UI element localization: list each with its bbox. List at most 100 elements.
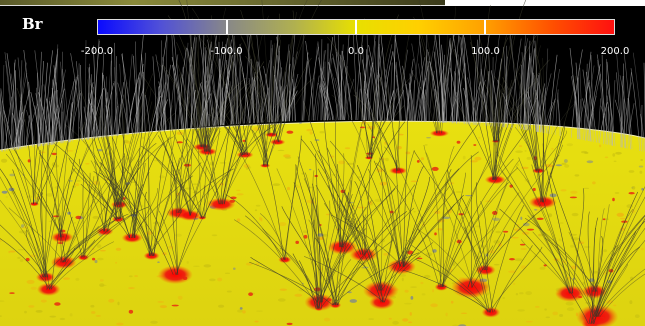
field-line-sky bbox=[93, 39, 100, 139]
field-line bbox=[483, 154, 560, 271]
field-line bbox=[189, 174, 227, 216]
field-line bbox=[49, 244, 84, 290]
field-line-sky bbox=[497, 80, 503, 128]
magnetic-fleck bbox=[52, 215, 60, 218]
field-line bbox=[44, 167, 76, 278]
field-line-sky bbox=[362, 59, 371, 121]
field-line-sky bbox=[46, 98, 51, 145]
field-line bbox=[337, 184, 416, 306]
field-line bbox=[153, 149, 190, 256]
field-line bbox=[80, 183, 130, 238]
field-line bbox=[264, 43, 276, 166]
field-line-sky bbox=[360, 72, 364, 121]
surface-mottle bbox=[628, 170, 635, 173]
field-line bbox=[175, 157, 180, 275]
field-line-sky bbox=[114, 67, 117, 137]
field-line-sky bbox=[25, 103, 38, 149]
field-line bbox=[329, 140, 405, 267]
field-line bbox=[442, 169, 452, 288]
surface-mottle bbox=[298, 288, 305, 292]
field-line-sky bbox=[203, 41, 212, 127]
field-line-sky bbox=[478, 90, 488, 126]
surface-mottle bbox=[640, 247, 644, 251]
field-line bbox=[518, 157, 573, 294]
surface-mottle bbox=[559, 314, 564, 317]
field-line-sky bbox=[283, 71, 286, 122]
field-line bbox=[357, 260, 381, 303]
magnetic-fleck bbox=[229, 199, 235, 203]
surface-mottle bbox=[236, 193, 244, 196]
field-line-sky bbox=[183, 42, 189, 129]
field-line-sky bbox=[330, 69, 343, 121]
surface-mottle bbox=[242, 310, 246, 314]
magnetic-spot bbox=[484, 175, 506, 185]
surface-mottle bbox=[99, 279, 104, 282]
field-line-sky bbox=[438, 33, 444, 123]
surface-mottle bbox=[245, 167, 249, 170]
field-line bbox=[536, 54, 544, 203]
field-line bbox=[107, 153, 126, 232]
field-line bbox=[132, 162, 146, 238]
field-line bbox=[147, 138, 151, 256]
field-line-sky bbox=[452, 30, 465, 125]
surface-mottle bbox=[430, 303, 438, 308]
field-line bbox=[225, 194, 283, 260]
field-line-sky bbox=[218, 41, 221, 126]
field-line-sky bbox=[366, 30, 369, 121]
field-line bbox=[50, 215, 61, 290]
surface-mottle bbox=[626, 204, 633, 209]
field-line-sky bbox=[5, 96, 13, 152]
surface-mottle bbox=[1, 158, 8, 163]
field-line bbox=[203, 166, 207, 218]
field-line-sky bbox=[13, 62, 19, 150]
field-line bbox=[416, 228, 491, 313]
surface-mottle bbox=[346, 162, 354, 165]
surface-mottle bbox=[634, 314, 640, 319]
field-line-sky bbox=[88, 94, 96, 140]
surface-mottle bbox=[26, 279, 35, 284]
magnetic-fleck bbox=[54, 302, 61, 306]
surface-mottle bbox=[526, 156, 532, 160]
field-line-sky bbox=[202, 50, 207, 127]
field-line bbox=[402, 176, 431, 267]
field-line bbox=[320, 199, 373, 303]
field-line-sky bbox=[223, 65, 231, 126]
colorbar-tick bbox=[484, 20, 486, 34]
field-line-sky bbox=[480, 68, 488, 126]
field-line-sky bbox=[421, 89, 427, 122]
field-line-sky bbox=[18, 105, 26, 150]
surface-mottle bbox=[612, 153, 616, 157]
field-line bbox=[99, 162, 153, 256]
field-line-sky bbox=[116, 56, 118, 136]
field-line bbox=[328, 185, 362, 255]
field-line bbox=[442, 172, 466, 288]
surface-mottle bbox=[493, 263, 500, 266]
field-line-sky bbox=[155, 85, 160, 132]
field-line-sky bbox=[458, 35, 470, 125]
field-line-sky bbox=[389, 62, 393, 121]
field-line-sky bbox=[185, 37, 195, 129]
field-line-sky bbox=[492, 57, 494, 127]
field-line-sky bbox=[223, 39, 232, 126]
surface-mottle bbox=[552, 311, 558, 316]
field-line-sky bbox=[596, 54, 608, 145]
field-line bbox=[172, 170, 179, 213]
surface-mottle bbox=[246, 262, 253, 266]
surface-mottle bbox=[544, 308, 547, 311]
field-line bbox=[312, 258, 318, 303]
field-line-sky bbox=[285, 91, 298, 122]
field-line bbox=[93, 137, 130, 238]
field-line bbox=[591, 214, 645, 292]
field-line bbox=[542, 57, 545, 203]
field-line bbox=[423, 144, 474, 288]
field-line bbox=[250, 256, 319, 303]
surface-mottle bbox=[309, 168, 312, 171]
surface-mottle bbox=[520, 248, 527, 250]
magnetic-fleck bbox=[416, 160, 420, 163]
magnetic-fleck bbox=[92, 257, 96, 261]
field-line-sky bbox=[392, 90, 405, 121]
field-line-sky bbox=[158, 99, 168, 132]
field-line-sky bbox=[202, 63, 213, 127]
field-line bbox=[65, 176, 95, 263]
field-line bbox=[221, 87, 257, 205]
